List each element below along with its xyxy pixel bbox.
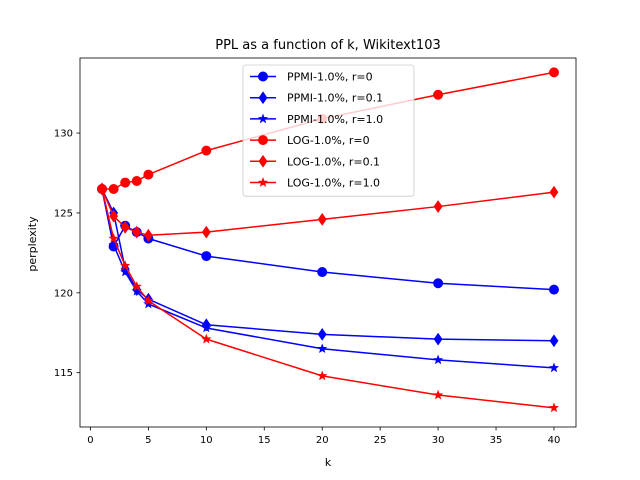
legend-entry-4: LOG-1.0%, r=0 (250, 134, 370, 147)
data-point (143, 295, 154, 306)
legend-entry-3: PPMI-1.0%, r=1.0 (250, 113, 383, 126)
data-point (131, 176, 142, 186)
data-point (548, 67, 559, 78)
x-axis-title: k (325, 456, 332, 469)
legend-swatch-marker (258, 71, 268, 82)
legend-entry-1: PPMI-1.0%, r=0 (250, 71, 373, 84)
data-point (317, 343, 328, 354)
data-point (143, 169, 154, 180)
legend-label: PPMI-1.0%, r=0 (287, 71, 373, 84)
data-point (433, 278, 444, 289)
data-point (108, 239, 119, 250)
legend-swatch-marker (257, 177, 269, 187)
data-point (317, 267, 328, 278)
data-point (549, 334, 559, 348)
data-point (433, 354, 444, 365)
series-5 (97, 182, 559, 242)
x-tick-label: 30 (432, 435, 445, 446)
data-point (201, 322, 212, 333)
data-point (548, 284, 559, 295)
x-tick-label: 25 (374, 435, 387, 446)
x-tick-label: 10 (200, 435, 213, 446)
series-6 (96, 183, 560, 413)
x-tick-label: 35 (490, 435, 503, 446)
axes-frame (79, 57, 577, 428)
x-tick-label: 20 (316, 435, 329, 446)
x-axis-ticks: 0 5 10 15 20 25 30 35 40 (87, 427, 560, 446)
data-point (108, 233, 119, 243)
data-point (120, 220, 130, 234)
data-point (120, 177, 131, 188)
legend-label: PPMI-1.0%, r=0.1 (287, 92, 383, 105)
legend-entry-2: PPMI-1.0%, r=0.1 (250, 91, 383, 105)
data-point (317, 370, 328, 381)
data-point (96, 183, 108, 194)
legend-label: LOG-1.0%, r=0 (287, 134, 370, 147)
y-axis-ticks: 115 120 125 130 (54, 129, 80, 379)
data-point (548, 402, 560, 413)
legend-swatch-marker (257, 113, 269, 124)
x-tick-label: 0 (87, 435, 93, 446)
legend-label: LOG-1.0%, r=0.1 (287, 155, 380, 168)
data-point (317, 212, 327, 226)
data-point (433, 332, 443, 346)
legend-swatch-marker (258, 154, 268, 168)
data-point (433, 200, 443, 213)
data-point (120, 260, 131, 270)
data-point (131, 281, 142, 291)
data-point (201, 225, 211, 239)
data-point (433, 389, 444, 400)
data-point (433, 89, 444, 100)
y-tick-label: 120 (54, 288, 73, 299)
x-tick-label: 15 (258, 435, 271, 446)
data-point (143, 228, 153, 242)
data-point (201, 251, 212, 262)
data-point (108, 183, 119, 194)
y-tick-label: 130 (54, 129, 73, 140)
data-point (201, 333, 212, 344)
x-tick-label: 40 (548, 435, 561, 446)
legend-label: PPMI-1.0%, r=1.0 (287, 113, 383, 126)
plot-area (79, 57, 577, 428)
chart-title: PPL as a function of k, Wikitext103 (215, 38, 441, 53)
data-point (317, 327, 327, 341)
x-tick-label: 5 (145, 435, 151, 446)
data-point (132, 225, 142, 239)
data-point (548, 362, 560, 373)
legend-swatch-marker (258, 91, 268, 105)
legend-entry-6: LOG-1.0%, r=1.0 (250, 177, 380, 190)
legend-label: LOG-1.0%, r=1.0 (287, 177, 380, 190)
data-point (109, 209, 119, 223)
legend: PPMI-1.0%, r=0 PPMI-1.0%, r=0.1 PPMI-1.0%,… (242, 64, 415, 197)
y-tick-label: 115 (54, 368, 73, 379)
y-tick-label: 125 (54, 208, 73, 219)
y-axis-title: perplexity (26, 216, 39, 272)
legend-swatch-marker (258, 135, 268, 146)
data-point (549, 185, 559, 199)
legend-entry-5: LOG-1.0%, r=0.1 (250, 154, 380, 168)
legend-box (242, 64, 415, 197)
data-point (201, 145, 212, 156)
